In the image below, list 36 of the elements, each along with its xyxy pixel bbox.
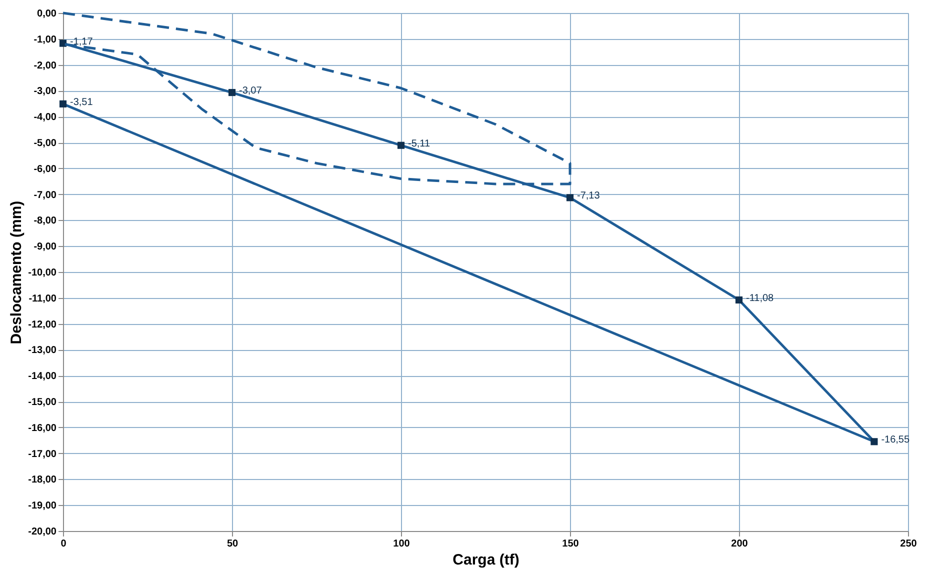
y-axis-title: Deslocamento (mm) (8, 200, 26, 344)
y-tick-label: -15,00 (28, 397, 57, 408)
data-label: -3,07 (239, 86, 262, 97)
y-tick-label: -12,00 (28, 319, 57, 330)
y-tick-label: -19,00 (28, 500, 57, 512)
y-tick-label: -9,00 (34, 242, 57, 253)
x-tick-label: 150 (562, 538, 580, 550)
y-tick-label: -18,00 (28, 474, 57, 486)
x-tick-label: 100 (393, 538, 410, 550)
y-tick-label: -7,00 (34, 190, 57, 201)
data-label: -7,13 (577, 190, 600, 202)
y-tick-label: -2,00 (34, 60, 57, 72)
x-tick-label: 0 (60, 538, 67, 550)
y-tick-label: -11,00 (28, 293, 57, 304)
x-tick-label: 250 (900, 538, 918, 550)
data-label: -5,11 (408, 138, 430, 150)
y-tick-label: -5,00 (34, 138, 57, 149)
data-label: -11,08 (746, 292, 774, 304)
data-label: -1,17 (70, 36, 94, 48)
y-tick-label: -14,00 (28, 371, 57, 382)
y-tick-label: -17,00 (28, 448, 57, 460)
data-label: -3,51 (70, 96, 94, 108)
x-axis-title: Carga (tf) (452, 552, 520, 568)
y-tick-label: -3,00 (34, 86, 57, 98)
y-tick-label: 0,00 (37, 8, 57, 20)
data-label: -16,55 (881, 434, 910, 446)
y-tick-label: -20,00 (28, 526, 57, 538)
y-tick-label: -4,00 (34, 112, 57, 124)
x-tick-label: 50 (226, 538, 238, 550)
x-tick-label: 200 (731, 538, 748, 550)
y-tick-label: -1,00 (34, 34, 57, 46)
y-tick-label: -8,00 (34, 216, 57, 227)
y-tick-label: -6,00 (34, 164, 57, 175)
y-tick-label: -16,00 (28, 422, 57, 434)
y-tick-label: -13,00 (28, 345, 57, 356)
y-tick-label: -10,00 (28, 268, 57, 278)
